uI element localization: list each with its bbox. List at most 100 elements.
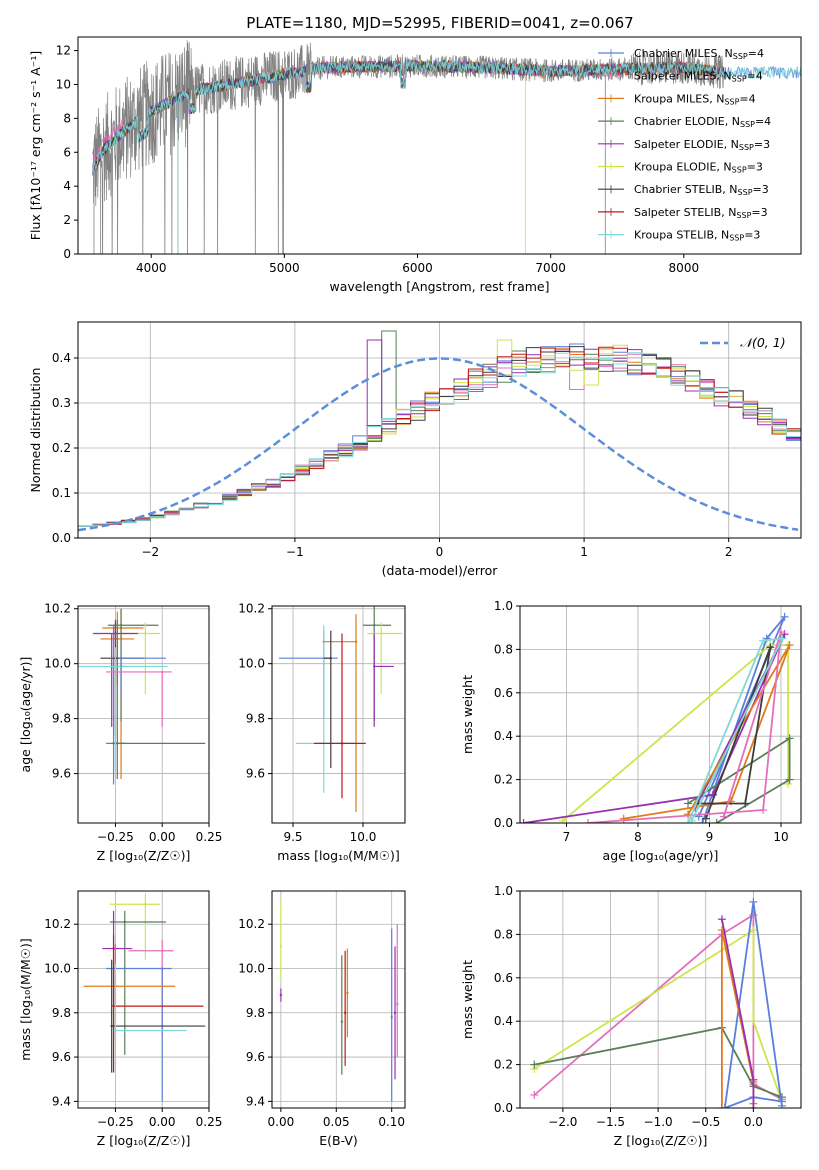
data-point xyxy=(114,1029,117,1032)
y-tick-label: 0.2 xyxy=(52,441,71,455)
y-tick-label: 0.3 xyxy=(52,396,71,410)
x-tick-label: 2 xyxy=(725,545,733,559)
weight-line-c8 xyxy=(687,637,784,823)
residuals-plot-area xyxy=(78,330,801,532)
y-tick-label: 9.6 xyxy=(246,767,265,781)
y-tick-label: 0.2 xyxy=(494,1058,513,1072)
observed-spectrum-line xyxy=(92,40,725,254)
y-tick-label: 0 xyxy=(63,247,71,261)
y-axis-label: mass [log₁₀(M/M☉)] xyxy=(18,938,33,1060)
x-axis-label: Z [log₁₀(Z/Z☉)] xyxy=(97,848,191,863)
legend-label: Salpeter STELIB, NSSP=3 xyxy=(634,206,768,220)
y-tick-label: 10.0 xyxy=(238,962,265,976)
x-tick-label: 7 xyxy=(563,830,571,844)
x-tick-label: −0.25 xyxy=(97,830,134,844)
y-tick-label: 0.8 xyxy=(494,642,513,656)
legend-label: Chabrier ELODIE, NSSP=4 xyxy=(634,115,771,129)
x-tick-label: 0.00 xyxy=(149,1115,176,1129)
histogram-series-c6 xyxy=(78,346,801,527)
y-tick-label: 8 xyxy=(63,111,71,125)
x-tick-label: 0.10 xyxy=(378,1115,405,1129)
y-tick-label: 9.8 xyxy=(52,1006,71,1020)
x-axis-label: mass [log₁₀(M/M☉)] xyxy=(277,848,399,863)
x-tick-label: −2.0 xyxy=(548,1115,577,1129)
data-point xyxy=(279,993,283,997)
x-tick-label: 8 xyxy=(634,830,642,844)
data-point xyxy=(114,632,117,635)
y-tick-label: 9.6 xyxy=(246,1050,265,1064)
y-axis-label: Normed distribution xyxy=(28,368,43,493)
data-point xyxy=(343,1011,347,1014)
y-tick-label: 10.2 xyxy=(238,602,265,616)
x-tick-label: −0.25 xyxy=(97,1115,134,1129)
figure-title: PLATE=1180, MJD=52995, FIBERID=0041, z=0… xyxy=(246,14,633,32)
y-tick-label: 1.0 xyxy=(494,884,513,898)
data-point xyxy=(144,903,147,906)
y-tick-label: 9.8 xyxy=(246,1006,265,1020)
y-tick-label: 9.6 xyxy=(52,767,71,781)
y-tick-label: 9.4 xyxy=(246,1094,265,1108)
y-tick-label: 10.0 xyxy=(44,657,71,671)
legend-label: Chabrier STELIB, NSSP=3 xyxy=(634,183,769,197)
normal-curve xyxy=(78,357,799,532)
histogram-series-c7 xyxy=(78,346,801,527)
data-point xyxy=(161,967,164,970)
data-point xyxy=(114,665,117,668)
y-tick-label: 0.2 xyxy=(494,773,513,787)
plot-area xyxy=(530,897,786,1108)
residuals-panel: 𝒩(0, 1) −2 −1 0 1 2 0.0 0.1 0.2 0.3 0.4 (data-model… xyxy=(28,321,802,578)
histogram-series-c1 xyxy=(78,353,801,527)
axes-frame xyxy=(271,890,406,1109)
y-tick-label: 10.0 xyxy=(238,657,265,671)
data-point xyxy=(161,949,164,952)
y-tick-label: 0.6 xyxy=(494,971,513,985)
x-tick-label: −1.0 xyxy=(644,1115,673,1129)
y-tick-label: 2 xyxy=(63,213,71,227)
y-tick-label: 9.4 xyxy=(52,1094,71,1108)
x-tick-label: 6000 xyxy=(402,261,433,275)
x-tick-label: 9 xyxy=(706,830,714,844)
x-tick-label: 10 xyxy=(773,830,788,844)
histogram-series-c8 xyxy=(78,352,801,527)
data-point xyxy=(119,656,123,660)
axes-frame xyxy=(519,605,802,824)
y-axis-label: age [log₁₀(age/yr)] xyxy=(18,657,33,773)
data-point xyxy=(393,1011,397,1014)
legend-label: Kroupa ELODIE, NSSP=3 xyxy=(634,161,763,175)
axes-frame xyxy=(77,890,210,1109)
data-point xyxy=(340,1020,344,1023)
legend-label: Salpeter MILES, NSSP=4 xyxy=(634,70,763,84)
y-tick-label: 9.8 xyxy=(246,712,265,726)
x-tick-label: 1 xyxy=(580,545,588,559)
y-tick-label: 9.6 xyxy=(52,1050,71,1064)
y-tick-label: 10.2 xyxy=(44,917,71,931)
y-tick-label: 10.2 xyxy=(238,917,265,931)
data-point xyxy=(380,632,383,635)
x-axis-label: E(B-V) xyxy=(319,1133,358,1148)
y-tick-label: 9.8 xyxy=(52,712,71,726)
age-vs-mass-panel: 9.5 10.0 9.6 9.8 10.0 10.2 mass [log₁₀(M/M☉)] xyxy=(238,602,406,863)
x-tick-label: −0.5 xyxy=(691,1115,720,1129)
axes-frame xyxy=(77,605,210,824)
weight-vs-age-panel: 7 8 9 10 0.0 0.2 0.4 0.6 0.8 1.0 age [log₁₀(age/yr… xyxy=(460,599,802,863)
y-axis-label: mass weight xyxy=(460,675,475,754)
x-tick-label: −2 xyxy=(141,545,159,559)
spectrum-panel: Chabrier MILES, NSSP=4 Salpeter MILES, NS… xyxy=(28,36,802,294)
x-tick-label: 4000 xyxy=(136,261,167,275)
x-tick-label: 10.0 xyxy=(350,830,377,844)
x-tick-label: 0.25 xyxy=(196,830,223,844)
legend-label: Salpeter ELODIE, NSSP=3 xyxy=(634,138,770,152)
x-axis-label: wavelength [Angstrom, rest frame] xyxy=(329,279,549,294)
plot-area xyxy=(279,902,399,1102)
weight-line-c0 xyxy=(723,901,783,1108)
age-vs-Z-panel: −0.25 0.00 0.25 9.6 9.8 10.0 10.2 Z [log₁₀(Z/Z☉… xyxy=(18,602,222,863)
plot-area xyxy=(78,608,206,785)
data-point xyxy=(396,1002,399,1006)
weight-line-c3 xyxy=(534,1026,783,1099)
x-tick-label: 0 xyxy=(436,545,444,559)
x-tick-label: 0.00 xyxy=(268,1115,295,1129)
y-tick-label: 0.4 xyxy=(52,351,71,365)
data-point xyxy=(116,742,119,745)
plot-area xyxy=(83,893,206,1102)
y-axis-label: Flux [fλ10⁻¹⁷ erg cm⁻² s⁻¹ A⁻¹] xyxy=(28,51,43,240)
